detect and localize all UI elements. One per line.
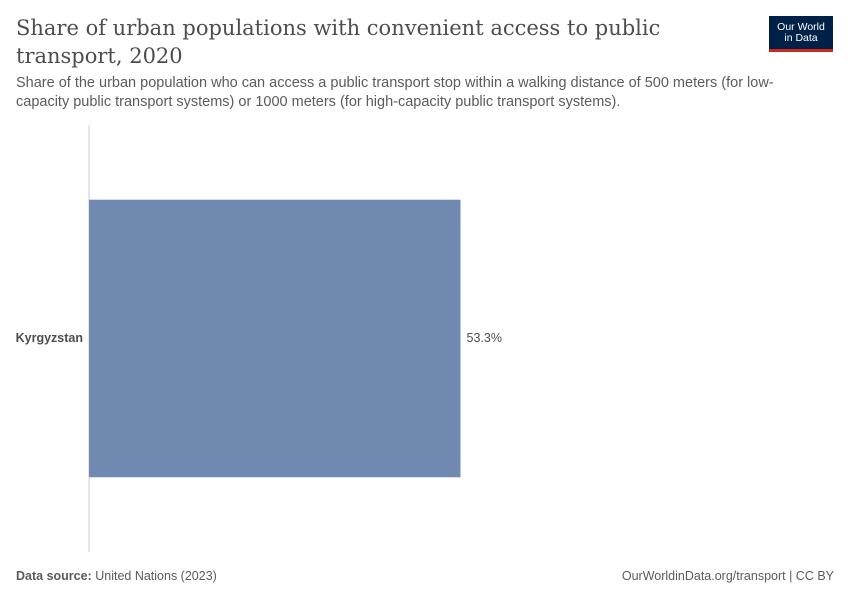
footer-link[interactable]: OurWorldinData.org/transport | CC BY: [621, 569, 834, 583]
category-label: Kyrgyzstan: [16, 331, 83, 345]
chart-title: Share of urban populations with convenie…: [16, 16, 661, 68]
data-source-value[interactable]: United Nations (2023): [95, 569, 217, 583]
data-source: Data source: United Nations (2023): [16, 569, 217, 583]
value-label: 53.3%: [467, 331, 502, 345]
data-source-label: Data source:: [16, 569, 92, 583]
bar[interactable]: [89, 199, 461, 478]
owid-logo[interactable]: Our World in Data: [769, 16, 833, 52]
logo-line-2: in Data: [784, 31, 818, 44]
chart-subtitle: Share of the urban population who can ac…: [16, 75, 774, 110]
logo-line-1: Our World: [777, 20, 825, 33]
